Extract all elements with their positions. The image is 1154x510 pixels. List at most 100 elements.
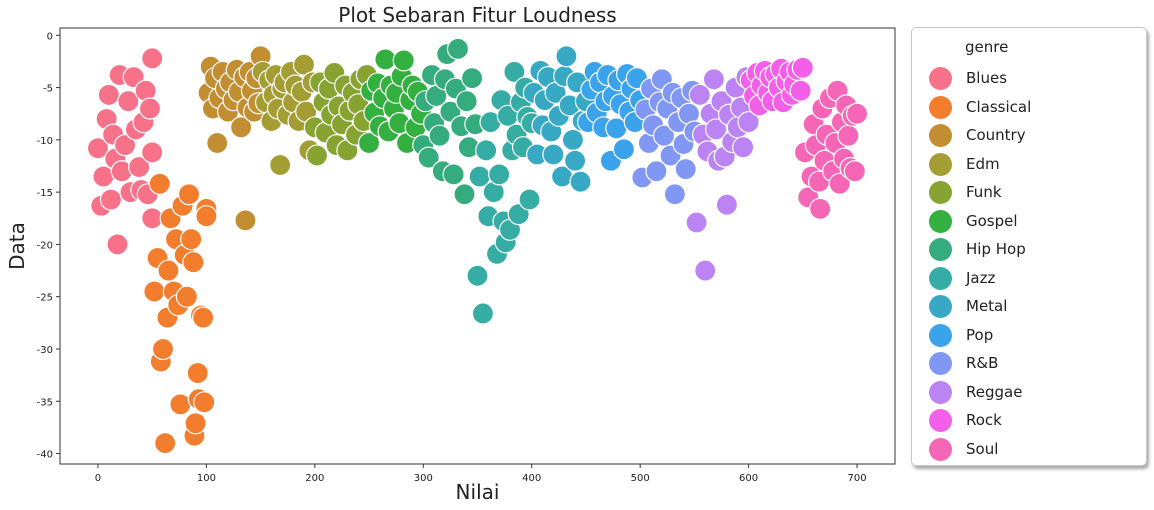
data-point-r-b bbox=[652, 124, 676, 147]
data-point-jazz bbox=[471, 302, 495, 325]
legend-marker bbox=[929, 238, 952, 261]
legend-marker bbox=[929, 266, 952, 290]
data-point-classical bbox=[186, 361, 209, 385]
y-tick-label: -40 bbox=[37, 450, 53, 461]
x-tick-label: 300 bbox=[414, 473, 433, 484]
legend-item: Metal bbox=[912, 292, 1142, 320]
y-axis-label: Data bbox=[5, 222, 29, 270]
data-point-r-b bbox=[674, 158, 697, 181]
legend-item: Soul bbox=[912, 435, 1142, 463]
data-point-soul bbox=[809, 197, 832, 220]
legend-label: Funk bbox=[966, 183, 1002, 201]
legend-label: Edm bbox=[966, 154, 1000, 173]
data-point-classical bbox=[195, 205, 218, 228]
legend-marker bbox=[929, 67, 952, 90]
data-point-hip-hop bbox=[453, 183, 476, 206]
legend-label: Classical bbox=[966, 97, 1032, 116]
data-point-reggae bbox=[685, 211, 708, 234]
data-point-blues bbox=[99, 188, 123, 211]
data-point-pop bbox=[612, 138, 635, 161]
data-point-classical bbox=[148, 172, 171, 195]
legend-label: Pop bbox=[966, 325, 994, 344]
data-point-classical bbox=[151, 337, 175, 361]
data-point-country bbox=[234, 209, 257, 232]
data-point-blues bbox=[113, 134, 137, 157]
data-point-reggae bbox=[688, 83, 711, 107]
data-point-jazz bbox=[466, 264, 489, 287]
data-point-rock bbox=[791, 56, 814, 79]
legend-item: Jazz bbox=[912, 264, 1142, 292]
data-point-metal bbox=[561, 128, 585, 151]
legend-item: Hip Hop bbox=[912, 235, 1142, 263]
data-point-edm bbox=[292, 53, 316, 76]
data-point-country bbox=[206, 131, 229, 155]
data-point-soul bbox=[828, 172, 851, 195]
data-point-classical bbox=[154, 431, 177, 455]
data-point-classical bbox=[177, 183, 201, 206]
data-point-jazz bbox=[488, 163, 511, 186]
legend-label: R&B bbox=[966, 354, 999, 372]
x-tick-label: 100 bbox=[197, 473, 216, 484]
legend-marker bbox=[929, 124, 952, 147]
x-tick-label: 600 bbox=[739, 473, 758, 484]
legend-item: Classical bbox=[912, 93, 1142, 121]
legend: genre Blues Classical Country Edm Funk Gospel… bbox=[911, 27, 1147, 466]
data-point-classical bbox=[193, 391, 216, 414]
data-point-soul bbox=[845, 102, 869, 125]
legend-marker bbox=[929, 209, 952, 233]
data-point-classical bbox=[157, 259, 180, 282]
legend-label: Gospel bbox=[966, 211, 1018, 230]
legend-marker bbox=[929, 380, 952, 404]
legend-marker bbox=[929, 323, 952, 347]
data-point-hip-hop bbox=[455, 90, 478, 113]
data-point-reggae bbox=[702, 68, 726, 91]
data-point-soul bbox=[837, 124, 860, 147]
legend-title: genre bbox=[965, 38, 1009, 56]
data-point-metal bbox=[569, 170, 592, 193]
data-point-reggae bbox=[737, 111, 760, 134]
data-point-blues bbox=[86, 137, 110, 160]
data-point-blues bbox=[128, 155, 151, 179]
data-point-blues bbox=[141, 47, 164, 70]
legend-marker bbox=[929, 437, 952, 461]
data-point-blues bbox=[117, 90, 140, 113]
data-point-hip-hop bbox=[417, 146, 440, 169]
legend-item: Country bbox=[912, 121, 1142, 149]
legend-label: Rock bbox=[966, 411, 1002, 429]
y-tick-label: -10 bbox=[37, 136, 53, 147]
data-point-classical bbox=[175, 285, 198, 308]
data-point-hip-hop bbox=[428, 124, 451, 147]
legend-marker bbox=[929, 352, 952, 375]
data-point-metal bbox=[555, 45, 578, 68]
legend-label: Blues bbox=[966, 69, 1008, 87]
data-point-soul bbox=[843, 160, 866, 183]
legend-item: Gospel bbox=[912, 207, 1142, 235]
y-tick-label: -25 bbox=[37, 293, 53, 304]
data-point-reggae bbox=[732, 136, 755, 159]
data-point-r-b bbox=[663, 183, 686, 206]
legend-label: Reggae bbox=[966, 382, 1023, 401]
legend-marker bbox=[929, 295, 952, 318]
data-point-blues bbox=[106, 233, 129, 256]
data-point-classical bbox=[143, 280, 166, 303]
legend-item: R&B bbox=[912, 349, 1142, 377]
legend-marker bbox=[929, 95, 952, 119]
data-point-country bbox=[229, 116, 253, 139]
y-tick-label: -15 bbox=[37, 188, 53, 199]
x-tick-label: 200 bbox=[305, 473, 324, 484]
data-point-hip-hop bbox=[460, 67, 484, 90]
legend-label: Hip Hop bbox=[966, 240, 1026, 258]
data-point-classical bbox=[182, 251, 205, 274]
data-point-classical bbox=[169, 393, 192, 416]
x-tick-label: 700 bbox=[847, 473, 866, 484]
data-point-jazz bbox=[503, 60, 526, 84]
data-point-metal bbox=[542, 143, 565, 166]
data-point-classical bbox=[180, 228, 203, 251]
legend-label: Metal bbox=[966, 297, 1008, 315]
legend-item: Pop bbox=[912, 321, 1142, 349]
legend-marker bbox=[929, 152, 952, 176]
data-point-blues bbox=[92, 165, 115, 188]
legend-item: Edm bbox=[912, 150, 1142, 178]
x-tick-label: 500 bbox=[631, 473, 650, 484]
